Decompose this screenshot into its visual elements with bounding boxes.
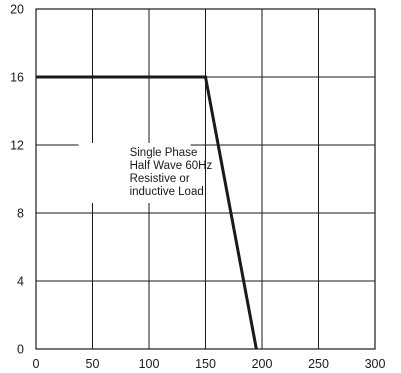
x-tick-label: 200 bbox=[252, 357, 273, 371]
plot-border bbox=[35, 8, 376, 350]
x-tick-label: 150 bbox=[195, 357, 216, 371]
annotation-background bbox=[78, 143, 191, 203]
annotation-line: inductive Load bbox=[130, 186, 204, 198]
annotation-line: Resistive or bbox=[130, 173, 190, 185]
x-tick-label: 250 bbox=[308, 357, 329, 371]
x-tick-label: 0 bbox=[33, 357, 40, 371]
x-tick-label: 100 bbox=[139, 357, 160, 371]
y-tick-label: 12 bbox=[10, 139, 24, 153]
y-tick-label: 16 bbox=[10, 71, 24, 85]
y-tick-label: 0 bbox=[17, 343, 24, 357]
y-tick-label: 20 bbox=[10, 3, 24, 17]
y-tick-label: 4 bbox=[17, 275, 24, 289]
annotation-line: Single Phase bbox=[130, 147, 198, 159]
x-tick-label: 50 bbox=[86, 357, 100, 371]
series-layer bbox=[36, 75, 258, 350]
y-tick-label: 8 bbox=[17, 207, 24, 221]
y-axis-tick-labels: 0 4 8 12 16 20 bbox=[10, 3, 24, 357]
x-axis-tick-labels: 0 50 100 150 200 250 300 bbox=[33, 357, 386, 371]
plot-frame bbox=[35, 8, 376, 350]
annotation-line: Half Wave 60Hz bbox=[130, 160, 213, 172]
x-tick-label: 300 bbox=[365, 357, 386, 371]
series-line bbox=[36, 75, 258, 350]
